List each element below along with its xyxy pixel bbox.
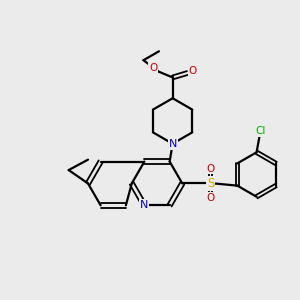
Text: O: O (189, 66, 197, 76)
Text: O: O (206, 164, 214, 174)
Text: N: N (168, 139, 177, 149)
Text: S: S (207, 177, 214, 190)
Text: O: O (149, 63, 157, 73)
Text: N: N (140, 200, 148, 210)
Text: O: O (206, 193, 214, 203)
Text: Cl: Cl (256, 126, 266, 136)
